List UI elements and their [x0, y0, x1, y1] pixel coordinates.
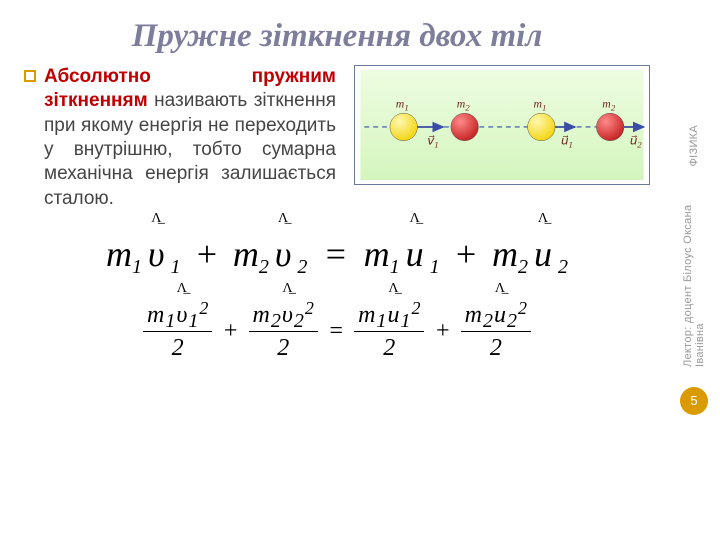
collision-diagram: m1m2m1m2v⃗1u⃗1u⃗2	[354, 65, 650, 185]
definition-block: Абсолютно пружним зіткненням називають з…	[24, 65, 336, 211]
definition-text: Абсолютно пружним зіткненням називають з…	[44, 65, 336, 211]
momentum-equation: m1 Λ̲υ1 + m2 Λ̲υ2 = m1 Λ̲u1 + m2 Λ̲u2	[106, 233, 568, 275]
lecturer-label: Лектор: доцент Білоус Оксана Іванівна	[682, 187, 706, 367]
bullet-icon	[24, 70, 36, 82]
page-number-badge: 5	[680, 387, 708, 415]
equations: m1 Λ̲υ1 + m2 Λ̲υ2 = m1 Λ̲u1 + m2 Λ̲u2 m1…	[24, 233, 650, 362]
side-labels: ФІЗИКА Лектор: доцент Білоус Оксана Іван…	[668, 0, 720, 540]
slide-title: Пружне зіткнення двох тіл	[24, 18, 650, 55]
subject-label: ФІЗИКА	[688, 125, 700, 167]
energy-equation: m1Λ̲υ12 2 + m2Λ̲υ22 2 = m1Λ̲u12 2 + m2Λ̲…	[143, 301, 531, 362]
